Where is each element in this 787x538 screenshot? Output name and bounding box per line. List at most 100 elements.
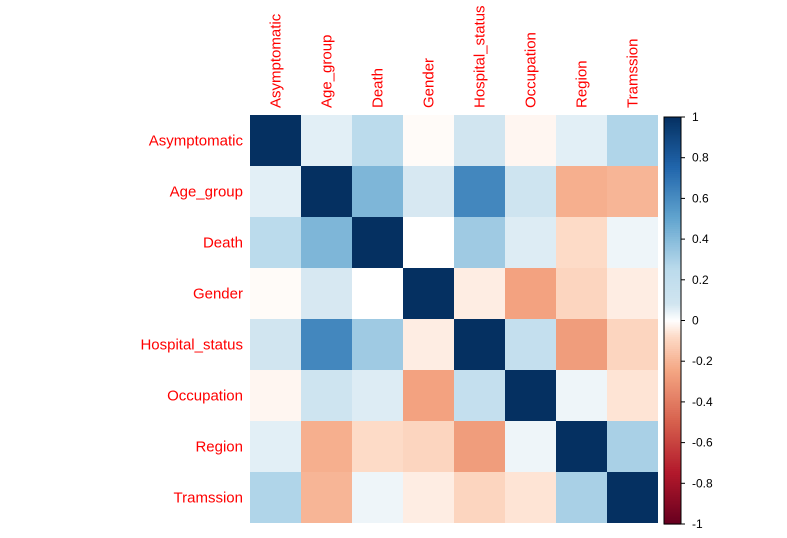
colorbar-segment (664, 464, 681, 468)
colorbar-segment (664, 469, 681, 472)
cell-asymptomatic-age_group (301, 115, 352, 166)
colorbar-segment (664, 381, 681, 385)
cell-gender-gender (403, 268, 454, 319)
colorbar-segment (664, 239, 681, 242)
colorbar-segment (664, 137, 681, 140)
colorbar-segment (664, 521, 681, 525)
colorbar-segment (664, 117, 681, 120)
colorbar-segment (664, 432, 681, 436)
colorbar-segment (664, 241, 681, 244)
colorbar-segment (664, 235, 681, 238)
colorbar-segment (664, 230, 681, 234)
colorbar-segment (664, 184, 681, 187)
colorbar-segment (664, 456, 681, 460)
colorbar-tick-label: 0.6 (692, 191, 709, 205)
colorbar-segment (664, 289, 681, 293)
colorbar-segment (664, 444, 681, 448)
colorbar-segment (664, 401, 681, 405)
colorbar-tick-label: 0.4 (692, 232, 709, 246)
colorbar-segment (664, 208, 681, 212)
colorbar-segment (664, 395, 681, 399)
colorbar-segment (664, 501, 681, 505)
colorbar-segment (664, 153, 681, 157)
colorbar-segment (664, 247, 681, 250)
colorbar-segment (664, 123, 681, 126)
colorbar-segment (664, 133, 681, 136)
colorbar-segment (664, 237, 681, 240)
colorbar-segment (664, 503, 681, 507)
colorbar-segment (664, 125, 681, 128)
cell-asymptomatic-region (556, 115, 607, 166)
row-label-age_group: Age_group (170, 184, 243, 201)
cell-tramssion-occupation (505, 472, 556, 523)
colorbar-segment (664, 353, 681, 356)
colorbar-segment (664, 342, 681, 346)
cell-age_group-gender (403, 166, 454, 217)
row-label-gender: Gender (193, 286, 243, 303)
colorbar-segment (664, 222, 681, 226)
colorbar-segment (664, 340, 681, 344)
colorbar-segment (664, 489, 681, 493)
colorbar-segment (664, 499, 681, 503)
cell-occupation-tramssion (607, 370, 658, 421)
colorbar-segment (664, 186, 681, 189)
cell-death-tramssion (607, 217, 658, 268)
colorbar-segment (664, 196, 681, 199)
cell-occupation-hospital_status (454, 370, 505, 421)
row-label-asymptomatic: Asymptomatic (149, 133, 244, 150)
cell-hospital_status-tramssion (607, 319, 658, 370)
colorbar-segment (664, 169, 681, 173)
cell-occupation-asymptomatic (250, 370, 301, 421)
colorbar-segment (664, 190, 681, 193)
cell-region-occupation (505, 421, 556, 472)
cell-occupation-age_group (301, 370, 352, 421)
colorbar-segment (664, 151, 681, 155)
colorbar-segment (664, 216, 681, 220)
colorbar-segment (664, 513, 681, 517)
column-label-region: Region (574, 60, 591, 108)
colorbar-segment (664, 416, 681, 419)
colorbar-segment (664, 505, 681, 509)
cell-occupation-death (352, 370, 403, 421)
colorbar-segment (664, 210, 681, 214)
colorbar-segment (664, 363, 681, 366)
cell-tramssion-tramssion (607, 472, 658, 523)
colorbar-segment (664, 475, 681, 478)
colorbar-segment (664, 176, 681, 179)
cell-hospital_status-asymptomatic (250, 319, 301, 370)
cell-occupation-gender (403, 370, 454, 421)
colorbar-segment (664, 452, 681, 456)
heatmap-cells (250, 115, 658, 523)
colorbar-segment (664, 259, 681, 263)
colorbar-segment (664, 306, 681, 309)
cell-hospital_status-hospital_status (454, 319, 505, 370)
colorbar-segment (664, 385, 681, 389)
colorbar-segment (664, 359, 681, 362)
cell-death-death (352, 217, 403, 268)
colorbar-segment (664, 367, 681, 370)
cell-tramssion-gender (403, 472, 454, 523)
column-label-tramssion: Tramssion (625, 39, 642, 108)
colorbar-segment (664, 369, 681, 372)
column-label-occupation: Occupation (523, 32, 540, 108)
column-label-hospital_status: Hospital_status (472, 5, 489, 108)
cell-tramssion-asymptomatic (250, 472, 301, 523)
colorbar-segment (664, 275, 681, 279)
colorbar-segment (664, 361, 681, 364)
cell-region-region (556, 421, 607, 472)
colorbar-segment (664, 243, 681, 246)
colorbar-segment (664, 224, 681, 228)
row-label-region: Region (195, 439, 243, 456)
colorbar-segment (664, 318, 681, 322)
column-label-age_group: Age_group (319, 35, 336, 108)
cell-death-gender (403, 217, 454, 268)
colorbar-segment (664, 422, 681, 425)
cell-age_group-occupation (505, 166, 556, 217)
cell-asymptomatic-tramssion (607, 115, 658, 166)
colorbar-segment (664, 428, 681, 431)
colorbar-segment (664, 493, 681, 497)
cell-hospital_status-death (352, 319, 403, 370)
colorbar-segment (664, 393, 681, 397)
colorbar-segment (664, 517, 681, 521)
colorbar-segment (664, 202, 681, 206)
